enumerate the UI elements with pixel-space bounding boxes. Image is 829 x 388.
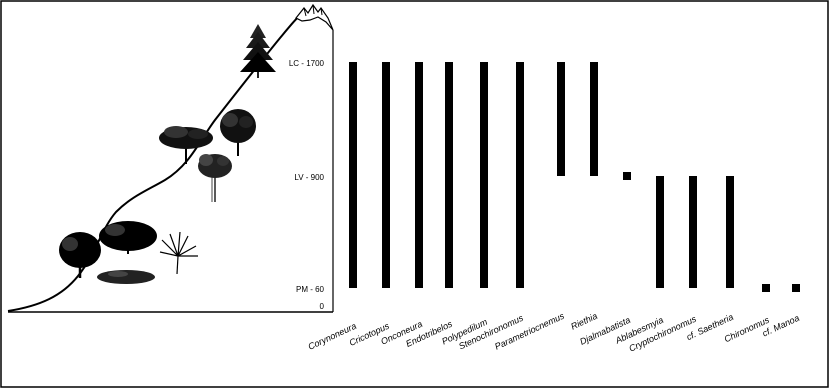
taxon-range-bar	[516, 62, 524, 288]
umbrella-tree-icon	[159, 126, 213, 164]
elevation-curve	[7, 9, 307, 312]
taxon-range-bar	[590, 62, 598, 176]
taxon-range-bar	[726, 176, 734, 288]
y-level-label: LC - 1700	[289, 59, 325, 68]
taxon-range-bar	[382, 62, 390, 288]
y-level-label: PM - 60	[296, 285, 325, 294]
taxon-range-bar	[445, 62, 453, 288]
round-tree-icon	[59, 232, 101, 278]
taxon-range-bar	[349, 62, 357, 288]
conifer-tree-icon	[240, 24, 276, 78]
tall-tree-icon	[198, 154, 232, 202]
y-level-label: LV - 900	[294, 173, 324, 182]
palm-shrub-icon	[159, 231, 198, 275]
y-level-label: 0	[320, 302, 325, 311]
wide-shrub-icon	[99, 221, 157, 254]
taxon-range-bar	[689, 176, 697, 288]
taxon-range-bar	[623, 172, 631, 180]
taxon-range-bar	[792, 284, 800, 292]
taxon-range-bar	[480, 62, 488, 288]
taxon-range-bar	[415, 62, 423, 288]
taxon-range-bar	[557, 62, 565, 176]
broadleaf-tree-icon	[220, 109, 256, 156]
low-shrub-icon	[97, 270, 155, 284]
taxon-range-bar	[656, 176, 664, 288]
mountain-peak-icon	[295, 3, 334, 31]
taxon-range-bar	[762, 284, 770, 292]
